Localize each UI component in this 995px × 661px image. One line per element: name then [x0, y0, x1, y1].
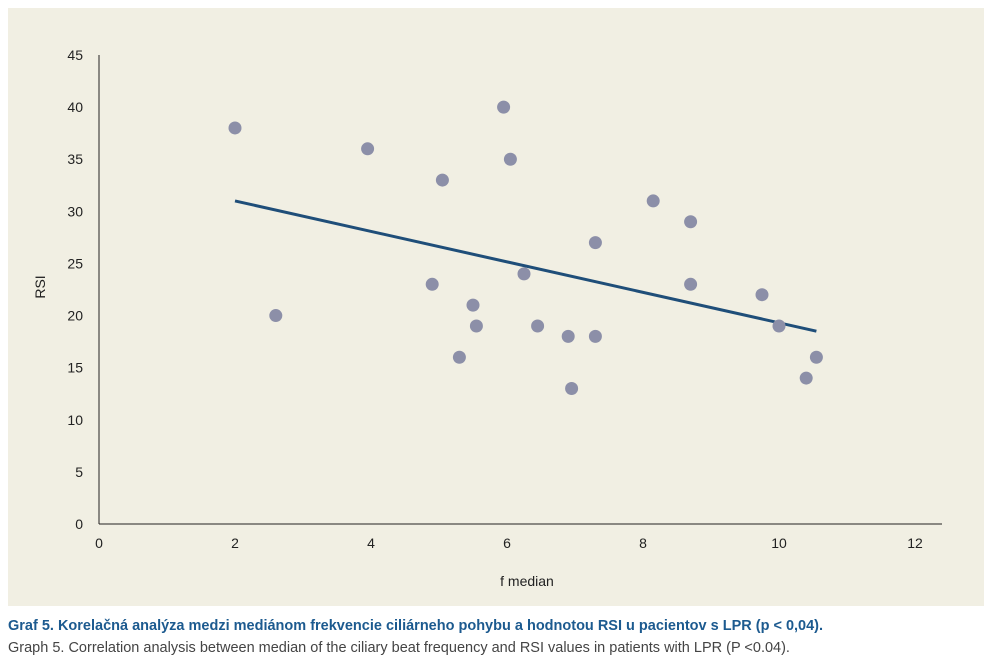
- y-tick-label: 5: [75, 464, 83, 480]
- x-tick-label: 12: [907, 535, 923, 551]
- x-axis-title: f median: [500, 573, 554, 589]
- data-point: [809, 350, 823, 364]
- data-point: [531, 319, 545, 333]
- data-point: [561, 329, 575, 343]
- y-tick-label: 0: [75, 516, 83, 532]
- data-point: [565, 382, 579, 396]
- y-tick-label: 30: [67, 203, 83, 219]
- x-tick-label: 2: [231, 535, 239, 551]
- trendline: [234, 199, 817, 333]
- data-point: [646, 194, 660, 208]
- data-point: [466, 298, 480, 312]
- x-tick-label: 6: [503, 535, 511, 551]
- data-point: [772, 319, 786, 333]
- data-point: [684, 277, 698, 291]
- caption-slovak: Graf 5. Korelačná analýza medzi mediánom…: [8, 618, 824, 634]
- x-tick-label: 0: [95, 535, 103, 551]
- y-tick-label: 45: [67, 47, 83, 63]
- data-point: [684, 215, 698, 229]
- y-tick-label: 25: [67, 255, 83, 271]
- data-point: [517, 267, 531, 281]
- y-tick-label: 40: [67, 99, 83, 115]
- y-tick-label: 35: [67, 151, 83, 167]
- x-axis-ticks: 0 2 4 6 8 10 12: [95, 535, 923, 551]
- y-axis-title: RSI: [32, 275, 48, 298]
- y-tick-label: 15: [67, 360, 83, 376]
- data-point: [588, 329, 602, 343]
- caption-english: Graph 5. Correlation analysis between me…: [8, 640, 790, 656]
- data-point: [799, 371, 813, 385]
- y-axis-ticks: 0 5 10 15 20 25 30 35 40 45: [67, 47, 83, 532]
- data-points: [228, 100, 823, 396]
- data-point: [588, 236, 602, 250]
- data-point: [361, 142, 375, 156]
- data-point: [497, 100, 511, 114]
- x-tick-label: 8: [639, 535, 647, 551]
- data-point: [755, 288, 769, 302]
- data-point: [425, 277, 439, 291]
- data-point: [269, 309, 283, 323]
- data-point: [435, 173, 449, 187]
- data-point: [503, 152, 517, 166]
- data-point: [452, 350, 466, 364]
- scatter-chart: 0 5 10 15 20 25 30 35 40 45 0 2 4 6 8 10 12 f median RS…: [32, 47, 942, 589]
- y-tick-label: 10: [67, 412, 83, 428]
- y-tick-label: 20: [67, 308, 83, 324]
- data-point: [228, 121, 242, 135]
- x-tick-label: 10: [771, 535, 787, 551]
- x-tick-label: 4: [367, 535, 375, 551]
- chart-panel: 0 5 10 15 20 25 30 35 40 45 0 2 4 6 8 10 12 f median RS…: [8, 8, 984, 606]
- data-point: [469, 319, 483, 333]
